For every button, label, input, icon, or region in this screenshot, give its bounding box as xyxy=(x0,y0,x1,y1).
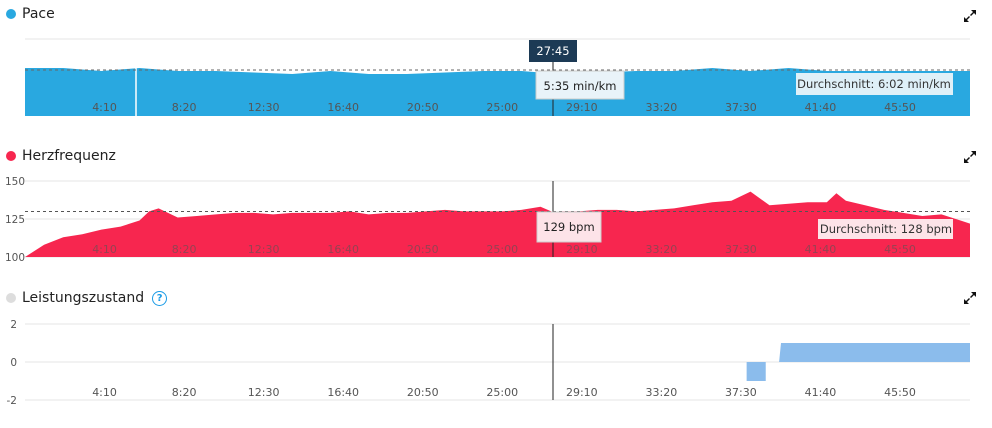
heart-x-tick-label: 29:10 xyxy=(566,243,598,256)
heart-x-tick-label: 25:00 xyxy=(486,243,518,256)
perf-y-tick-label: 0 xyxy=(10,357,17,369)
heart-x-tick-label: 41:40 xyxy=(805,243,837,256)
perf-x-tick-label: 4:10 xyxy=(92,386,117,399)
heart-y-tick-label: 125 xyxy=(5,214,25,226)
pace-x-tick-label: 41:40 xyxy=(805,101,837,114)
pace-x-tick-label: 20:50 xyxy=(407,101,439,114)
heart-y-tick-label: 150 xyxy=(5,176,25,188)
perf-x-tick-label: 16:40 xyxy=(327,386,359,399)
pace-x-tick-label: 29:10 xyxy=(566,101,598,114)
perf-x-tick-label: 20:50 xyxy=(407,386,439,399)
heart-y-tick-label: 100 xyxy=(5,252,25,264)
pace-area xyxy=(25,68,970,116)
help-icon[interactable]: ? xyxy=(152,290,168,306)
pace-average-label-bg xyxy=(796,73,953,95)
pace-x-tick-label: 16:40 xyxy=(327,101,359,114)
pace-tooltip-bg xyxy=(535,70,625,100)
perf-expand-icon[interactable] xyxy=(962,290,978,306)
heart-x-tick-label: 12:30 xyxy=(248,243,280,256)
pace-tooltip-label: 5:35 min/km xyxy=(544,79,617,93)
heart-x-tick-label: 45:50 xyxy=(884,243,916,256)
cursor-time-label: 27:45 xyxy=(536,44,569,58)
perf-title-label: Leistungszustand xyxy=(22,290,145,306)
perf-x-tick-label: 45:50 xyxy=(884,386,916,399)
heart-x-tick-label: 4:10 xyxy=(92,243,117,256)
perf-x-tick-label: 29:10 xyxy=(566,386,598,399)
pace-x-tick-label: 8:20 xyxy=(172,101,197,114)
heart-tooltip-bg xyxy=(536,211,602,243)
perf-x-tick-label: 12:30 xyxy=(248,386,280,399)
pace-x-tick-label: 4:10 xyxy=(92,101,117,114)
heart-area xyxy=(25,191,970,257)
heart-average-label-bg xyxy=(818,219,953,239)
cursor-time-bubble xyxy=(529,40,577,62)
perf-x-tick-label: 8:20 xyxy=(172,386,197,399)
heart-title-label: Herzfrequenz xyxy=(22,148,116,164)
pace-x-tick-label: 45:50 xyxy=(884,101,916,114)
pace-average-label: Durchschnitt: 6:02 min/km xyxy=(797,77,951,91)
perf-x-tick-label: 37:30 xyxy=(725,386,757,399)
perf-legend-dot xyxy=(6,293,16,303)
heart-legend-dot xyxy=(6,151,16,161)
perf-x-tick-label: 41:40 xyxy=(805,386,837,399)
perf-y-tick-label: 2 xyxy=(10,319,17,331)
heart-x-tick-label: 20:50 xyxy=(407,243,439,256)
pace-legend-dot xyxy=(6,9,16,19)
perf-x-tick-label: 33:20 xyxy=(646,386,678,399)
heart-expand-icon[interactable] xyxy=(962,149,978,165)
heart-average-label: Durchschnitt: 128 bpm xyxy=(820,222,952,236)
pace-x-tick-label: 12:30 xyxy=(248,101,280,114)
pace-x-tick-label: 37:30 xyxy=(725,101,757,114)
pace-title-label: Pace xyxy=(22,6,55,22)
heart-x-tick-label: 16:40 xyxy=(327,243,359,256)
perf-y-tick-label: -2 xyxy=(7,395,17,407)
perf-x-tick-label: 25:00 xyxy=(486,386,518,399)
heart-title: Herzfrequenz xyxy=(6,148,116,164)
heart-x-tick-label: 8:20 xyxy=(172,243,197,256)
pace-title: Pace xyxy=(6,6,55,22)
perf-title: Leistungszustand ? xyxy=(6,290,168,306)
heart-x-tick-label: 33:20 xyxy=(646,243,678,256)
pace-expand-icon[interactable] xyxy=(962,8,978,24)
pace-x-tick-label: 25:00 xyxy=(486,101,518,114)
pace-x-tick-label: 33:20 xyxy=(646,101,678,114)
heart-tooltip-label: 129 bpm xyxy=(543,220,594,234)
heart-x-tick-label: 37:30 xyxy=(725,243,757,256)
perf-area-negative xyxy=(746,362,766,381)
perf-area-positive xyxy=(767,343,970,362)
